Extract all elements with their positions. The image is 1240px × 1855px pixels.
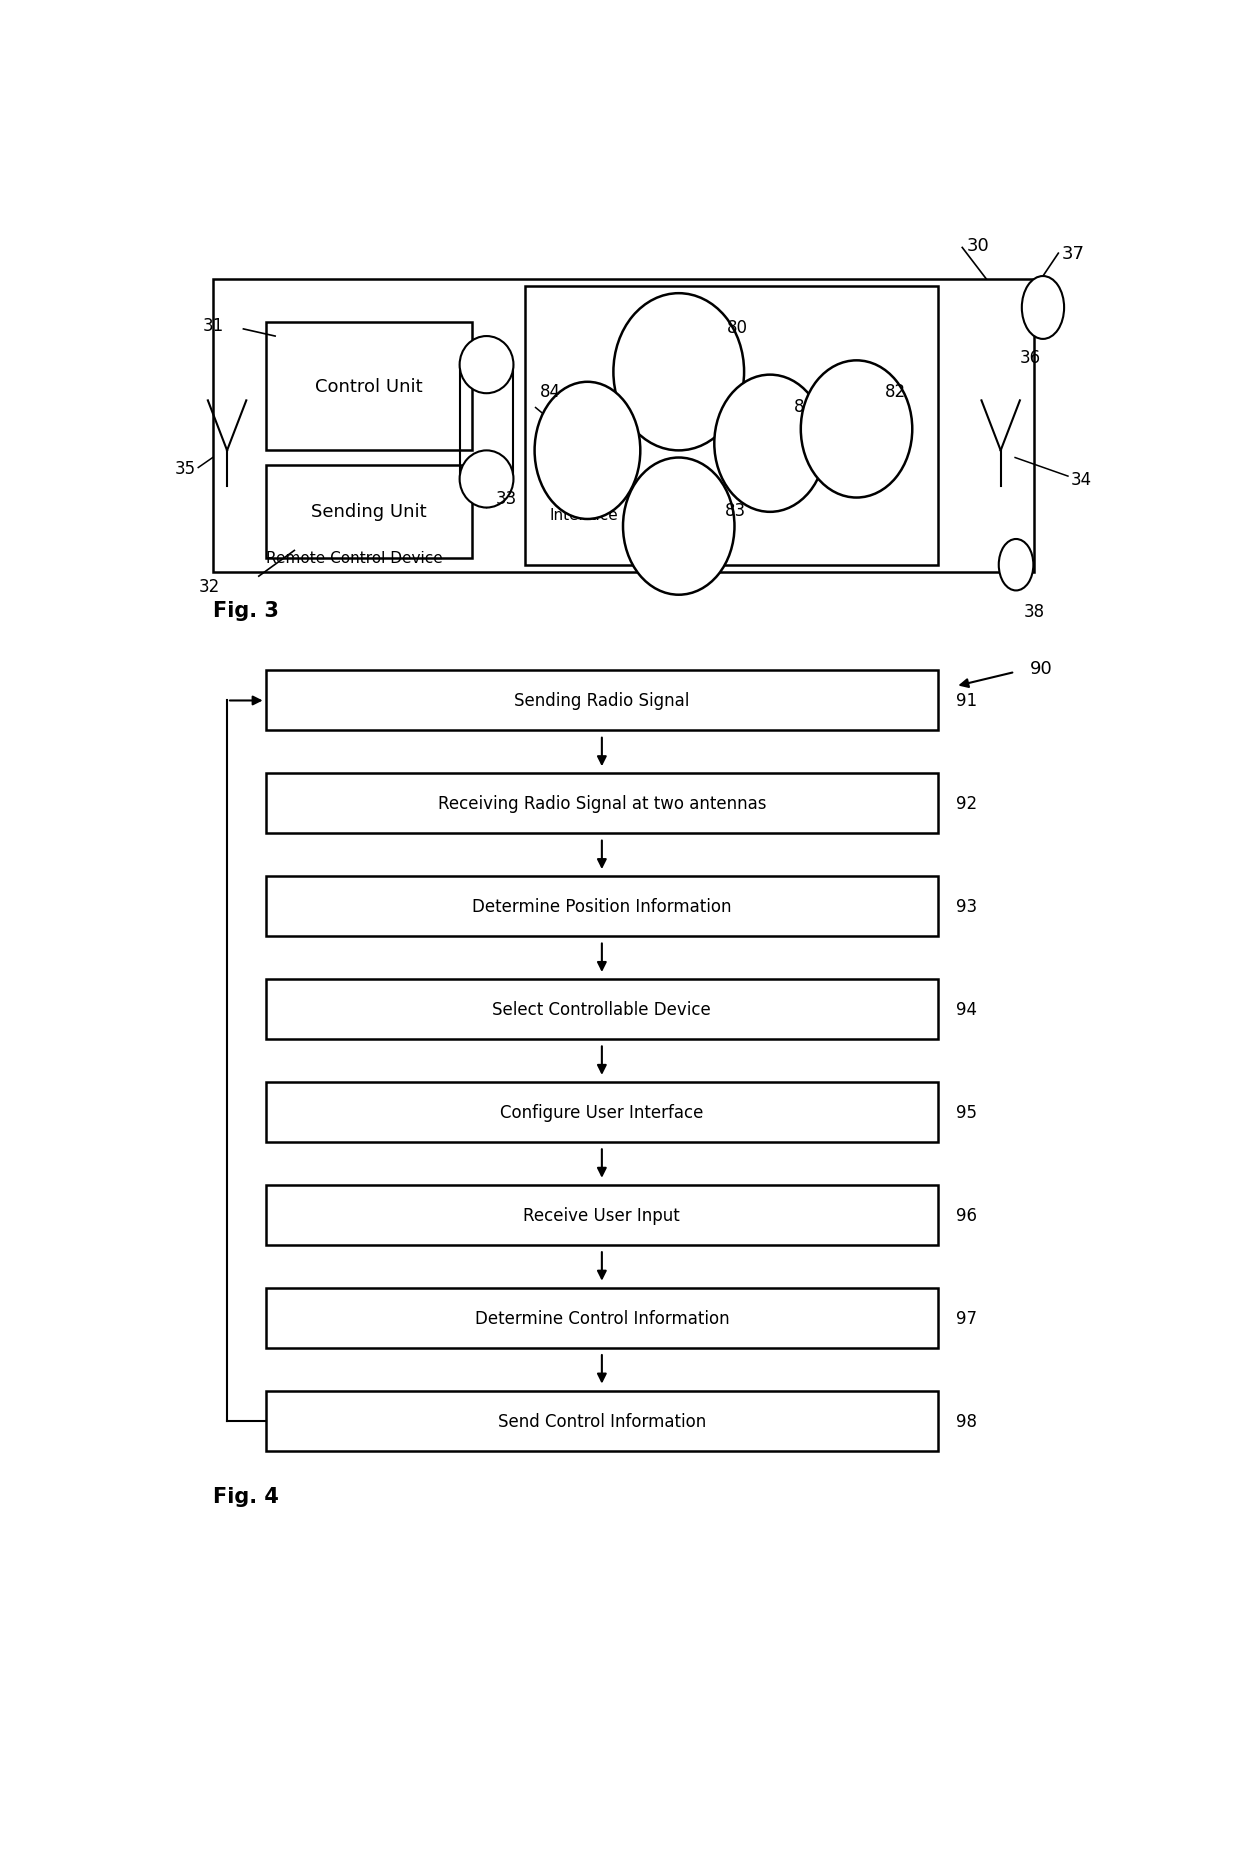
Circle shape [1022, 276, 1064, 339]
Bar [525, 288, 939, 566]
Text: Receive User Input: Receive User Input [523, 1206, 681, 1224]
Text: 33: 33 [496, 490, 517, 508]
Ellipse shape [460, 451, 513, 508]
Text: 81: 81 [794, 397, 815, 416]
Bar [213, 280, 1034, 573]
Ellipse shape [622, 458, 734, 595]
Text: Fig. 3: Fig. 3 [213, 601, 279, 621]
Text: User
Interface: User Interface [549, 488, 618, 523]
Ellipse shape [801, 362, 913, 499]
Text: 82: 82 [885, 384, 906, 401]
Text: 97: 97 [956, 1310, 977, 1326]
Text: 38: 38 [1024, 603, 1045, 621]
Text: 92: 92 [956, 796, 977, 812]
Text: Sending Radio Signal: Sending Radio Signal [515, 692, 689, 710]
Text: Determine Control Information: Determine Control Information [475, 1310, 729, 1326]
Bar [265, 1083, 939, 1143]
Text: 35: 35 [175, 460, 196, 477]
Ellipse shape [534, 382, 640, 519]
Text: 83: 83 [725, 501, 746, 519]
Text: 84: 84 [541, 384, 562, 401]
Ellipse shape [714, 375, 826, 512]
Text: 98: 98 [956, 1412, 977, 1430]
Text: Fig. 4: Fig. 4 [213, 1486, 279, 1506]
Text: 32: 32 [200, 579, 221, 595]
Bar [265, 323, 472, 451]
Text: 36: 36 [1019, 349, 1042, 367]
Text: 30: 30 [967, 236, 990, 254]
Text: Sending Unit: Sending Unit [311, 503, 427, 521]
Bar [265, 1185, 939, 1245]
Text: 95: 95 [956, 1104, 977, 1122]
Bar [265, 672, 939, 731]
Text: Remote Control Device: Remote Control Device [265, 551, 443, 566]
Text: Control Unit: Control Unit [315, 378, 423, 395]
Bar [265, 877, 939, 937]
Bar [265, 774, 939, 835]
Text: 93: 93 [956, 898, 977, 916]
Text: 91: 91 [956, 692, 977, 710]
Ellipse shape [460, 338, 513, 393]
Text: 80: 80 [727, 319, 748, 338]
Circle shape [998, 540, 1033, 592]
Ellipse shape [614, 293, 744, 451]
Bar [265, 979, 939, 1039]
Text: 31: 31 [203, 317, 224, 334]
Text: 94: 94 [956, 1000, 977, 1018]
Text: 96: 96 [956, 1206, 977, 1224]
Bar [265, 1287, 939, 1349]
Text: Configure User Interface: Configure User Interface [500, 1104, 703, 1122]
Text: Select Controllable Device: Select Controllable Device [492, 1000, 712, 1018]
Text: Send Control Information: Send Control Information [497, 1412, 706, 1430]
Text: Receiving Radio Signal at two antennas: Receiving Radio Signal at two antennas [438, 796, 766, 812]
Text: 90: 90 [1029, 659, 1053, 677]
Text: Determine Position Information: Determine Position Information [472, 898, 732, 916]
Bar [265, 466, 472, 558]
Text: 37: 37 [1061, 245, 1084, 263]
Text: 34: 34 [1071, 471, 1092, 488]
Bar [265, 1391, 939, 1451]
